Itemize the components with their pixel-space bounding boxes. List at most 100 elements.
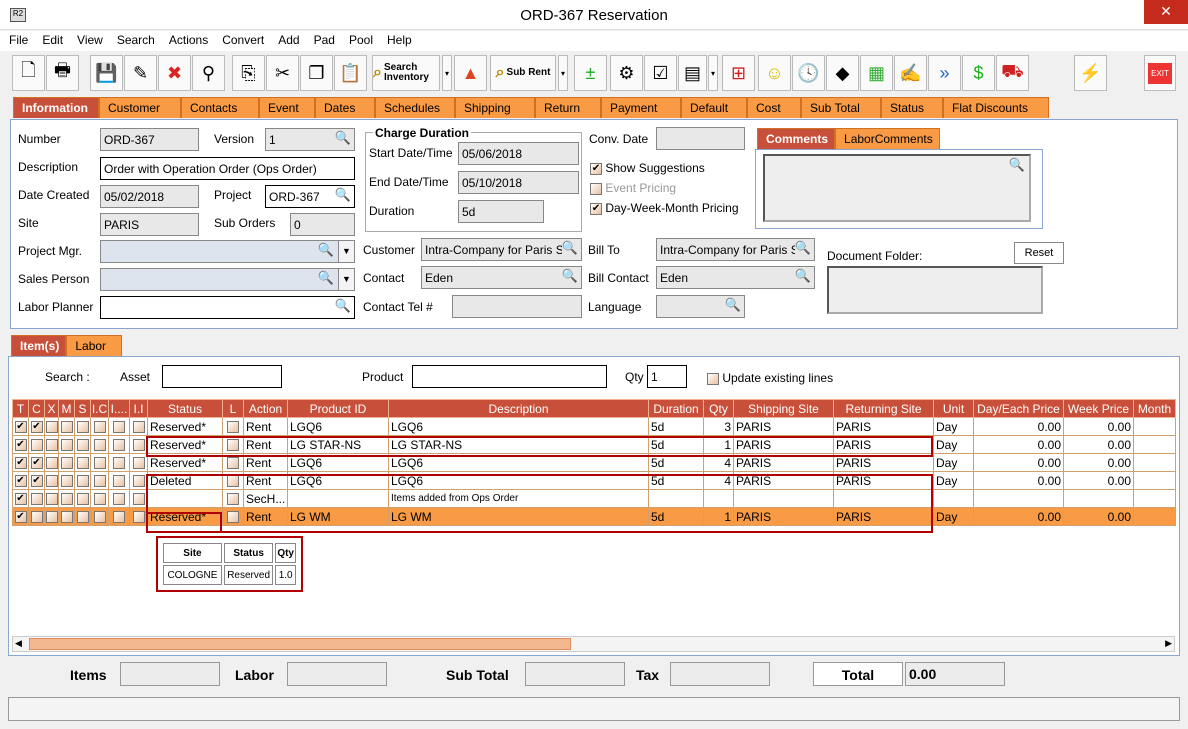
event-pricing-checkbox[interactable]: Event Pricing [590,181,676,195]
checkbox-cell[interactable] [44,471,59,490]
qty-cell[interactable]: 4 [703,453,734,472]
shipping-site-cell[interactable]: PARIS [733,435,834,454]
action-cell[interactable]: Rent [243,417,288,436]
sub-orders-field[interactable]: 0 [290,213,355,236]
tab-sub-total[interactable]: Sub Total [801,97,881,118]
update-existing-checkbox[interactable]: Update existing lines [707,371,833,385]
shipping-site-cell[interactable]: PARIS [733,471,834,490]
column-header[interactable]: Duration [648,399,704,418]
checkbox-cell[interactable] [129,489,148,508]
status-cell[interactable] [147,489,223,508]
shipping-site-cell[interactable]: PARIS [733,507,834,526]
project-mgr-field[interactable]: 🔍 ▼ [100,240,355,263]
checkbox-cell[interactable] [129,453,148,472]
description-cell[interactable]: LG STAR-NS [388,435,649,454]
action-cell[interactable]: Rent [243,435,288,454]
duration-cell[interactable]: 5d [648,453,704,472]
tab-labor-comments[interactable]: LaborComments [835,128,940,149]
checkbox-cell[interactable]: ✔ [28,471,45,490]
binoculars-button[interactable]: ⚲ [192,55,225,91]
column-header[interactable]: Week Price [1063,399,1134,418]
checkbox-cell[interactable] [44,489,59,508]
checkbox-cell[interactable] [44,435,59,454]
action-cell[interactable]: SecH... [243,489,288,508]
menu-view[interactable]: View [77,33,103,47]
chevron-down-icon[interactable]: ▼ [338,241,354,262]
checkbox-cell[interactable] [90,489,109,508]
cut-button[interactable]: ✂ [266,55,299,91]
smiley-button[interactable]: ☺ [758,55,791,91]
month-price-cell[interactable] [1133,453,1176,472]
barrels-button[interactable]: ▦ [860,55,893,91]
status-cell[interactable]: Reserved* [147,435,223,454]
month-price-cell[interactable] [1133,471,1176,490]
plugin-button[interactable]: ⚡ [1074,55,1107,91]
shipping-site-cell[interactable]: PARIS [733,417,834,436]
dropdown-button[interactable]: ▾ [708,55,718,91]
description-cell[interactable]: LGQ6 [388,471,649,490]
checkbox-cell[interactable] [129,507,148,526]
description-cell[interactable]: LGQ6 [388,453,649,472]
dwm-pricing-checkbox[interactable]: ✔ Day-Week-Month Pricing [590,201,739,215]
checkbox-cell[interactable]: ✔ [12,507,29,526]
product-id-cell[interactable]: LGQ6 [287,453,389,472]
duration-cell[interactable] [648,489,704,508]
returning-site-cell[interactable]: PARIS [833,471,934,490]
dropdown-button[interactable]: ▾ [558,55,568,91]
returning-site-cell[interactable]: PARIS [833,435,934,454]
site-field[interactable]: PARIS [100,213,199,236]
checkbox-cell[interactable]: ✔ [28,417,45,436]
transfer-button[interactable]: » [928,55,961,91]
search-icon[interactable]: 🔍 [334,187,351,202]
sales-person-field[interactable]: 🔍 ▼ [100,268,355,291]
duration-cell[interactable]: 5d [648,417,704,436]
start-date-field[interactable]: 05/06/2018 [458,142,579,165]
language-field[interactable]: 🔍 [656,295,745,318]
product-id-cell[interactable]: LGQ6 [287,417,389,436]
checkbox-cell[interactable] [108,453,130,472]
chevron-down-icon[interactable]: ▼ [338,269,354,290]
column-header[interactable]: Product ID [287,399,389,418]
returning-site-cell[interactable]: PARIS [833,417,934,436]
column-header[interactable]: C [28,399,45,418]
end-date-field[interactable]: 05/10/2018 [458,171,579,194]
tab-flat-discounts[interactable]: Flat Discounts [943,97,1049,118]
action-cell[interactable]: Rent [243,471,288,490]
conv-date-field[interactable] [656,127,745,150]
menu-convert[interactable]: Convert [222,33,265,47]
column-header[interactable]: I.I [129,399,148,418]
tab-cost[interactable]: Cost [747,97,801,118]
column-header[interactable]: Status [147,399,223,418]
notes-clock-button[interactable]: 🕓 [792,55,825,91]
product-search-input[interactable] [412,365,607,388]
column-header[interactable]: Month [1133,399,1176,418]
search-icon[interactable]: 🔍 [561,240,578,255]
tab-comments[interactable]: Comments [757,128,836,149]
column-header[interactable]: Day/Each Price [973,399,1064,418]
checkbox-cell[interactable] [58,453,75,472]
tab-contacts[interactable]: Contacts [181,97,259,118]
tab-labor[interactable]: Labor [66,335,123,356]
column-header[interactable]: Action [243,399,288,418]
day-price-cell[interactable] [973,489,1064,508]
column-header[interactable]: I.C [90,399,109,418]
copy-button[interactable]: ❐ [300,55,333,91]
tab-shipping[interactable]: Shipping [455,97,535,118]
film-button[interactable]: ▤ [678,55,707,91]
description-cell[interactable]: LG WM [388,507,649,526]
product-id-cell[interactable]: LG WM [287,507,389,526]
column-header[interactable]: I.... [108,399,130,418]
checkbox-cell[interactable] [90,435,109,454]
comments-textarea[interactable]: 🔍 [763,154,1031,222]
contact-field[interactable]: Eden 🔍 [421,266,582,289]
tab-items[interactable]: Item(s) [11,335,67,356]
checkbox-cell[interactable]: ✔ [12,417,29,436]
day-price-cell[interactable]: 0.00 [973,507,1064,526]
week-price-cell[interactable] [1063,489,1134,508]
checkbox-cell[interactable] [28,507,45,526]
tab-dates[interactable]: Dates [315,97,375,118]
column-header[interactable]: Shipping Site [733,399,834,418]
menu-edit[interactable]: Edit [42,33,64,47]
tab-default[interactable]: Default [681,97,747,118]
checkbox-cell[interactable] [28,435,45,454]
